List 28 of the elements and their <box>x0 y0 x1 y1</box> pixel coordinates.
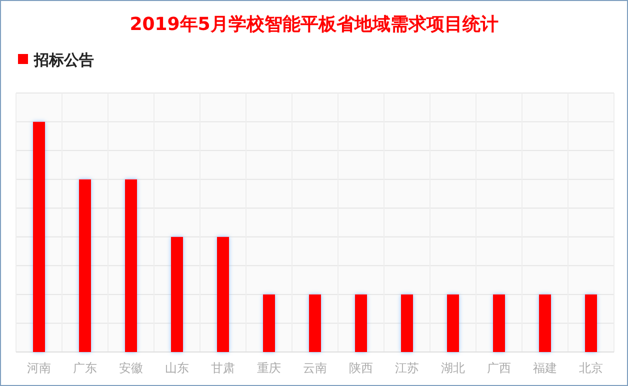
bar <box>539 294 551 352</box>
x-tick-label: 江苏 <box>395 361 419 375</box>
x-tick-label: 湖北 <box>441 361 465 375</box>
x-tick-label: 云南 <box>303 361 327 375</box>
bar <box>79 179 91 352</box>
x-tick-label: 广东 <box>73 361 97 375</box>
bar <box>401 294 413 352</box>
bar <box>355 294 367 352</box>
x-tick-label: 北京 <box>579 361 603 375</box>
x-tick-label: 陕西 <box>349 361 373 375</box>
bar <box>171 236 183 352</box>
x-tick-label: 福建 <box>533 361 557 375</box>
bar <box>447 294 459 352</box>
chart-title: 2019年5月学校智能平板省地域需求项目统计 <box>130 14 498 35</box>
bar <box>493 294 505 352</box>
bar <box>217 236 229 352</box>
x-tick-label: 安徽 <box>119 361 143 375</box>
bar <box>309 294 321 352</box>
x-tick-label: 广西 <box>487 361 511 375</box>
x-tick-label: 山东 <box>165 361 189 375</box>
bar <box>33 122 45 352</box>
x-tick-label: 重庆 <box>257 361 281 375</box>
bar <box>585 294 597 352</box>
legend-label: 招标公告 <box>33 51 94 69</box>
x-tick-label: 河南 <box>27 361 51 375</box>
bar <box>125 179 137 352</box>
bar <box>263 294 275 352</box>
x-tick-label: 甘肃 <box>211 361 235 375</box>
